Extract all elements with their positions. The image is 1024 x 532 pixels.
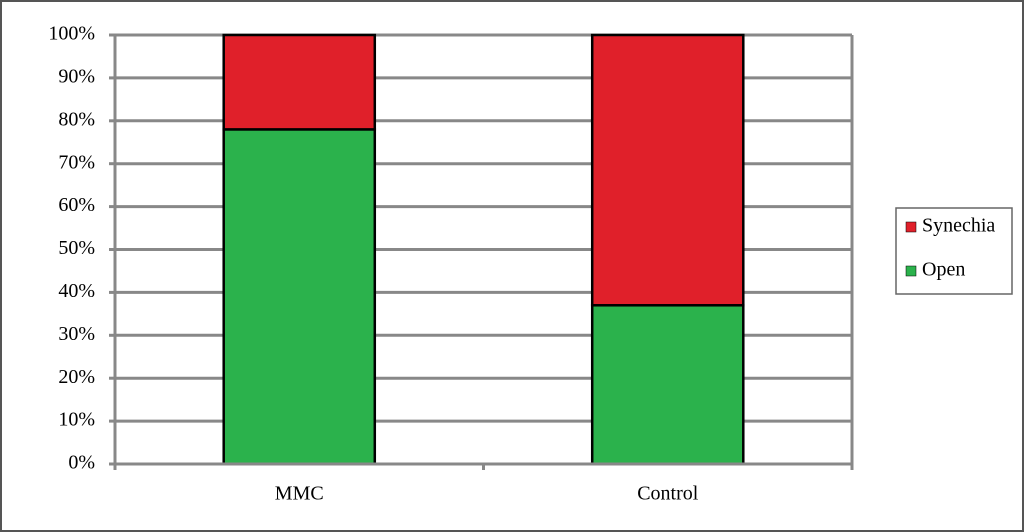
y-tick-label: 10%: [58, 409, 95, 431]
y-tick-label: 70%: [58, 151, 95, 173]
y-tick-label: 60%: [58, 194, 95, 216]
y-tick-label: 30%: [58, 323, 95, 345]
y-tick-label: 80%: [58, 108, 95, 130]
x-tick-label: Control: [637, 483, 699, 505]
y-tick-label: 40%: [58, 280, 95, 302]
bar-segment: [222, 128, 377, 466]
bar-segment: [222, 33, 377, 131]
legend-swatch: [905, 265, 917, 277]
legend-swatch: [905, 221, 917, 233]
y-tick-label: 20%: [58, 366, 95, 388]
bar-segment: [590, 33, 745, 307]
y-tick-label: 50%: [58, 237, 95, 259]
x-tick-label: MMC: [275, 483, 324, 505]
legend-label: Synechia: [922, 215, 995, 237]
y-tick-label: 0%: [68, 452, 95, 474]
y-tick-label: 100%: [48, 23, 95, 45]
bar-segment: [590, 304, 745, 466]
legend-label: Open: [922, 259, 965, 281]
y-tick-label: 90%: [58, 65, 95, 87]
